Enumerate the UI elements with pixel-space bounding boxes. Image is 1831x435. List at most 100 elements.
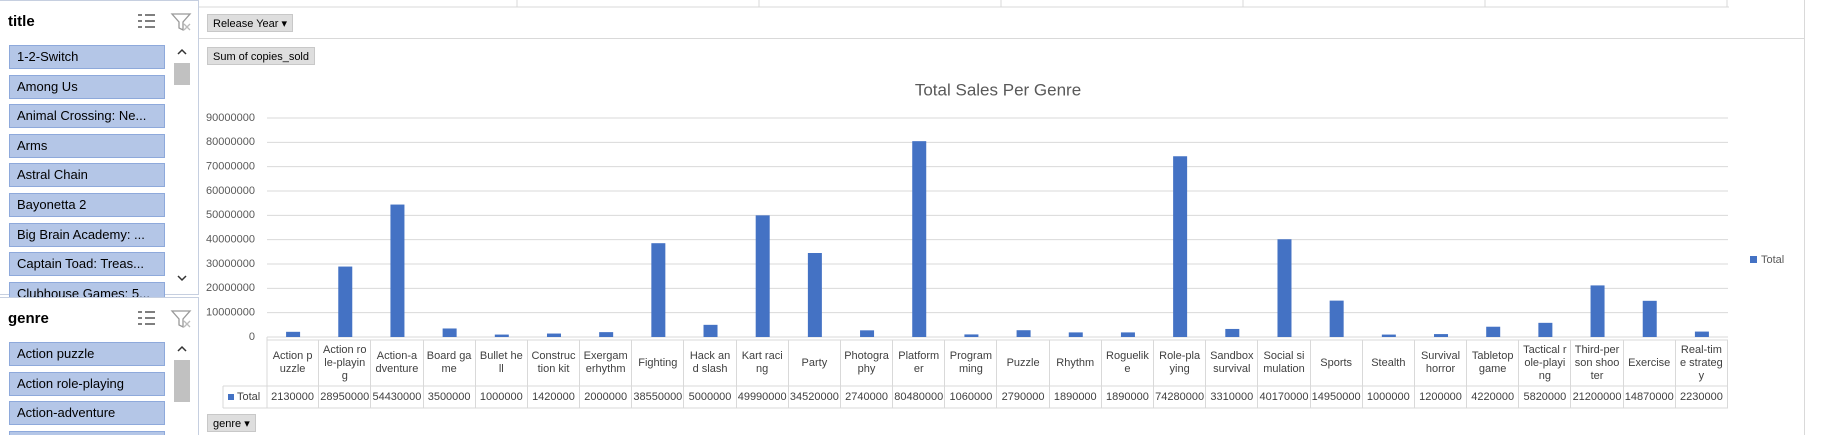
table-value: 4220000 [1467, 386, 1520, 408]
x-tick-label: Role-playing [1154, 340, 1207, 386]
slicer-item[interactable]: Animal Crossing: Ne... [9, 104, 165, 129]
table-value: 14870000 [1624, 386, 1676, 408]
table-value: 74280000 [1154, 386, 1207, 408]
genre-slicer: genre Action puzzle Action role-playing Act… [0, 297, 199, 435]
table-value: 80480000 [893, 386, 946, 408]
button-label: genre [213, 418, 242, 430]
slicer-item[interactable]: Action puzzle [9, 342, 165, 366]
bar [1016, 330, 1031, 337]
chart-title: Total Sales Per Genre [915, 80, 1081, 99]
x-tick-label: Tactical role-playing [1519, 340, 1572, 386]
table-value: 1200000 [1415, 386, 1468, 408]
x-tick-label: Construction kit [528, 340, 581, 386]
slicer-icons[interactable] [136, 11, 196, 33]
slicer-item[interactable]: Action-adventure [9, 401, 165, 426]
table-value: 2000000 [580, 386, 633, 408]
y-tick-label: 80000000 [206, 136, 255, 148]
y-tick-label: 50000000 [206, 209, 255, 221]
sum-button[interactable]: Sum of copies_sold [207, 47, 315, 65]
bar [390, 204, 405, 337]
table-value: 1060000 [945, 386, 998, 408]
legend-key [228, 394, 234, 400]
y-tick-label: 10000000 [206, 307, 255, 319]
slicer-item[interactable]: Bayonetta 2 [9, 193, 165, 217]
x-tick-label: Fighting [632, 340, 685, 386]
bar [1329, 300, 1344, 337]
scrollbar[interactable] [172, 45, 192, 305]
bar [338, 266, 353, 337]
x-tick-label: Exercise [1624, 340, 1676, 386]
bar [807, 253, 822, 337]
legend-label: Total [1761, 254, 1784, 266]
release-year-button[interactable]: Release Year ▾ [207, 14, 294, 32]
bar [651, 243, 666, 337]
bar [1590, 285, 1605, 337]
table-value: 1000000 [476, 386, 528, 408]
table-value: 1890000 [1050, 386, 1102, 408]
bar [494, 334, 509, 337]
bar [599, 332, 614, 337]
x-tick-label: Sports [1311, 340, 1363, 386]
bar [1381, 334, 1396, 337]
bar [286, 331, 301, 337]
bar [755, 215, 770, 337]
table-value: 28950000 [319, 386, 372, 408]
y-tick-label: 40000000 [206, 234, 255, 246]
bar [1120, 332, 1135, 337]
x-tick-label: Action role-playing [319, 340, 372, 386]
table-value: 2130000 [267, 386, 320, 408]
bar [1277, 239, 1292, 337]
x-tick-label: Exergamerhythm [580, 340, 633, 386]
x-tick-label: Programming [945, 340, 998, 386]
title-slicer: title 1-2-Switch Among Us Animal Crossing: … [0, 0, 199, 306]
legend-key [1750, 256, 1757, 263]
bar [442, 328, 457, 337]
bar [1642, 300, 1657, 337]
x-tick-label: Stealth [1363, 340, 1415, 386]
slicer-item[interactable]: Arms [9, 133, 165, 158]
table-value: 3500000 [424, 386, 476, 408]
slicer-item[interactable]: Captain Toad: Treas... [9, 252, 165, 277]
x-tick-label: Third-person shooter [1571, 340, 1624, 386]
table-value: 1420000 [528, 386, 581, 408]
table-value: 2230000 [1676, 386, 1728, 408]
bar [1068, 332, 1083, 337]
table-value: 54430000 [371, 386, 424, 408]
table-value: 5820000 [1519, 386, 1572, 408]
bar [964, 334, 979, 337]
genre-button[interactable]: genre ▾ [207, 414, 256, 432]
table-value: 1890000 [1102, 386, 1155, 408]
slicer-item[interactable]: Big Brain Academy: ... [9, 222, 165, 247]
x-tick-label: Kart racing [737, 340, 789, 386]
slicer-icons[interactable] [136, 308, 196, 330]
button-label: Sum of copies_sold [213, 51, 309, 63]
x-tick-label: Platformer [893, 340, 946, 386]
table-value: 14950000 [1311, 386, 1363, 408]
x-tick-label: Real-time strategy [1676, 340, 1728, 386]
bar [703, 324, 718, 337]
bar [912, 141, 927, 337]
scrollbar[interactable] [172, 342, 192, 435]
slicer-item[interactable]: 1-2-Switch [9, 45, 165, 69]
y-tick-label: 60000000 [206, 185, 255, 197]
x-tick-label: Bullet hell [476, 340, 528, 386]
table-value: 2790000 [998, 386, 1050, 408]
x-tick-label: Rhythm [1050, 340, 1102, 386]
slicer-item[interactable]: Among Us [9, 74, 165, 99]
table-value: 40170000 [1258, 386, 1311, 408]
bar [546, 333, 561, 337]
x-tick-label: Roguelike [1102, 340, 1155, 386]
table-value: 21200000 [1571, 386, 1624, 408]
slicer-item[interactable]: Action role-playing [9, 371, 165, 396]
x-tick-label: Tabletop game [1467, 340, 1520, 386]
slicer-item[interactable]: Astral Chain [9, 163, 165, 188]
table-value: 34520000 [789, 386, 841, 408]
x-tick-label: Action-adventure [371, 340, 424, 386]
bar [860, 330, 875, 337]
y-tick-label: 70000000 [206, 161, 255, 173]
table-value: 38550000 [632, 386, 685, 408]
y-tick-label: 30000000 [206, 258, 255, 270]
bar [1486, 326, 1501, 337]
y-tick-label: 0 [249, 331, 255, 343]
